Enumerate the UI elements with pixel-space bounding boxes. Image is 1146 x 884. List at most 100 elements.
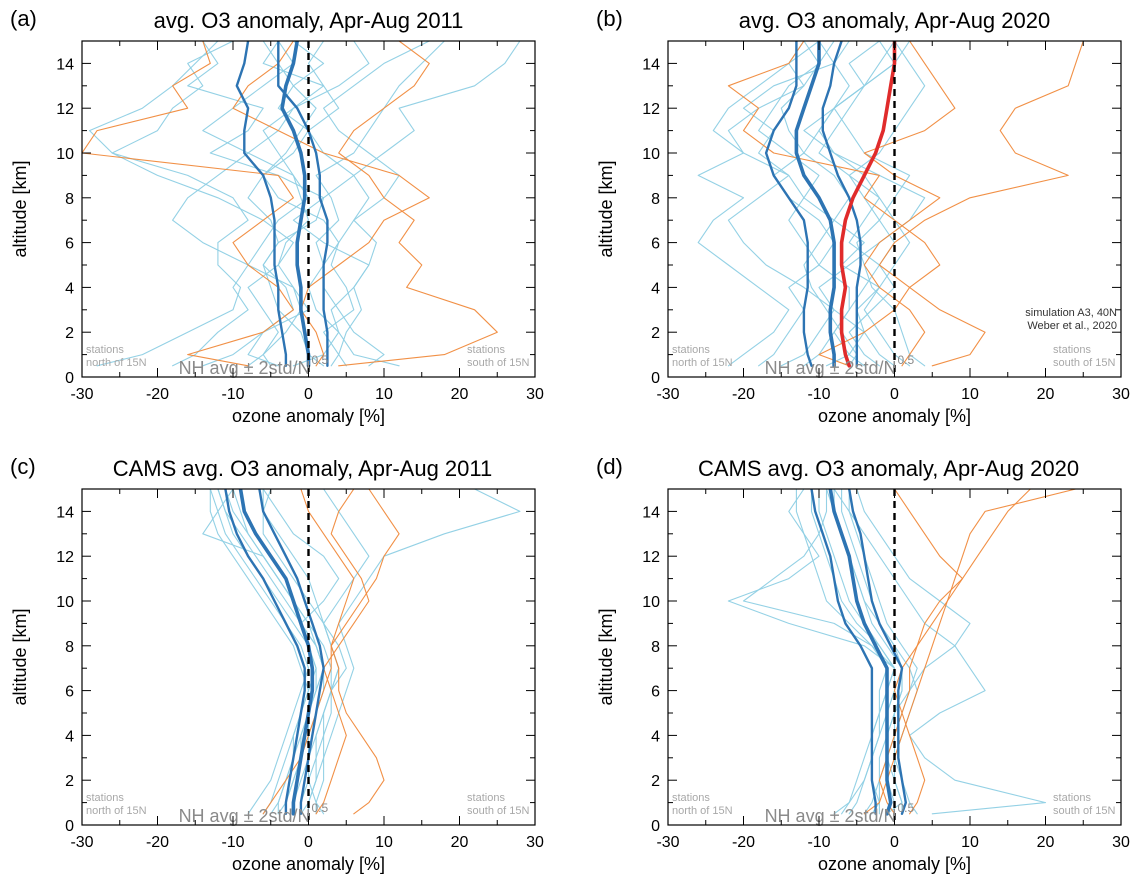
series-line-south-16 <box>727 41 941 367</box>
y-tick-label: 6 <box>651 684 660 701</box>
x-tick-label: 10 <box>961 834 979 851</box>
y-tick-label: 2 <box>651 773 660 790</box>
series-line-north-7 <box>315 41 445 367</box>
y-tick-label: 0 <box>651 818 660 835</box>
series-line-north-12 <box>247 41 340 367</box>
x-tick-label: 30 <box>1112 386 1130 403</box>
y-tick-label: 6 <box>651 236 660 253</box>
x-tick-label: 20 <box>1037 386 1055 403</box>
x-tick-label: 20 <box>451 834 469 851</box>
x-tick-label: 20 <box>1037 834 1055 851</box>
series-lines <box>697 41 1084 368</box>
series-line-north-13 <box>202 489 325 815</box>
annotation-south-1: stations <box>1053 792 1091 804</box>
x-tick-label: 10 <box>375 834 393 851</box>
annotation-simulation-2: Weber et al., 2020 <box>1027 320 1117 332</box>
chart-title: CAMS avg. O3 anomaly, Apr-Aug 2011 <box>113 456 493 481</box>
y-tick-label: 8 <box>65 639 74 656</box>
annotation-south-2: south of 15N <box>1053 357 1115 369</box>
series-line-north-11 <box>262 41 325 367</box>
series-line-nh-avg-0 <box>794 41 836 368</box>
series-line-nh-avg-lower-1 <box>235 41 288 367</box>
annotation-nh-exponent: 0.5 <box>312 353 329 367</box>
y-tick-label: 8 <box>651 639 660 656</box>
series-line-south-15 <box>82 41 294 367</box>
series-line-north-8 <box>232 489 332 815</box>
annotation-nh-exponent: 0.5 <box>898 353 915 367</box>
annotation-south-2: south of 15N <box>467 357 529 369</box>
annotation-nh-average: NH avg ± 2std/N <box>179 358 311 378</box>
annotation-nh-exponent: 0.5 <box>898 801 915 815</box>
panel-label: (d) <box>596 454 623 479</box>
series-line-north-6 <box>277 41 370 367</box>
series-line-north-10 <box>833 489 1047 815</box>
x-tick-label: 10 <box>375 386 393 403</box>
series-line-simulation-3 <box>839 41 897 368</box>
y-tick-label: 4 <box>651 280 660 297</box>
annotation-nh-exponent: 0.5 <box>312 801 329 815</box>
y-tick-label: 8 <box>651 191 660 208</box>
y-axis-label: altitude [km] <box>10 160 30 257</box>
x-axis-label: ozone anomaly [%] <box>818 854 971 874</box>
y-tick-label: 6 <box>65 236 74 253</box>
y-axis-label: altitude [km] <box>596 160 616 257</box>
series-line-south-14 <box>863 489 1077 815</box>
x-tick-label: 10 <box>961 386 979 403</box>
series-line-nh-avg-lower-1 <box>224 489 306 815</box>
series-line-north-12 <box>818 489 896 815</box>
series-line-north-14 <box>172 41 370 367</box>
series-lines <box>82 41 521 368</box>
series-line-nh-avg-upper-2 <box>848 489 907 815</box>
y-tick-label: 14 <box>642 504 660 521</box>
series-line-north-13 <box>818 41 911 367</box>
series-line-nh-avg-0 <box>238 489 315 816</box>
y-tick-label: 12 <box>642 101 660 118</box>
annotation-nh-average: NH avg ± 2std/N <box>765 358 897 378</box>
x-axis-label: ozone anomaly [%] <box>818 406 971 426</box>
y-tick-label: 10 <box>642 146 660 163</box>
series-line-north-9 <box>833 41 926 367</box>
y-tick-label: 6 <box>65 684 74 701</box>
y-tick-label: 8 <box>65 191 74 208</box>
series-line-nh-avg-0 <box>828 489 893 816</box>
y-tick-label: 12 <box>642 549 660 566</box>
series-line-nh-avg-upper-2 <box>258 489 325 815</box>
y-tick-label: 4 <box>65 280 74 297</box>
x-tick-label: 30 <box>526 834 544 851</box>
series-line-nh-avg-lower-1 <box>764 41 813 367</box>
series-line-north-4 <box>96 41 249 367</box>
x-tick-label: -20 <box>146 834 169 851</box>
chart-panel-2: (c) CAMS avg. O3 anomaly, Apr-Aug 2011 sta… <box>10 454 544 874</box>
chart-panel-3: (d) CAMS avg. O3 anomaly, Apr-Aug 2020 sta… <box>596 454 1130 874</box>
annotation-north-2: north of 15N <box>86 805 147 817</box>
series-line-north-12 <box>758 41 850 367</box>
x-tick-label: 0 <box>304 834 313 851</box>
y-tick-label: 12 <box>56 549 74 566</box>
x-tick-label: -30 <box>70 386 93 403</box>
x-tick-label: -10 <box>221 386 244 403</box>
y-tick-label: 0 <box>65 370 74 387</box>
series-line-nh-avg-0 <box>280 41 311 368</box>
x-tick-label: -20 <box>732 386 755 403</box>
x-tick-label: -10 <box>807 386 830 403</box>
x-axis-label: ozone anomaly [%] <box>232 854 385 874</box>
annotation-north-1: stations <box>86 344 124 356</box>
y-tick-label: 2 <box>65 773 74 790</box>
x-tick-label: 30 <box>1112 834 1130 851</box>
series-line-south-17 <box>315 489 370 815</box>
x-tick-label: -30 <box>656 834 679 851</box>
annotation-north-1: stations <box>672 792 710 804</box>
y-tick-label: 10 <box>56 594 74 611</box>
annotation-north-2: north of 15N <box>672 357 733 369</box>
annotation-north-2: north of 15N <box>672 805 733 817</box>
y-tick-label: 2 <box>651 325 660 342</box>
series-line-south-15 <box>878 41 1084 367</box>
y-axis-label: altitude [km] <box>10 608 30 705</box>
series-line-south-16 <box>878 489 1031 815</box>
y-tick-label: 12 <box>56 101 74 118</box>
annotation-south-2: south of 15N <box>1053 805 1115 817</box>
annotation-south-1: stations <box>467 792 505 804</box>
chart-panel-0: (a) avg. O3 anomaly, Apr-Aug 2011 stations… <box>10 6 544 426</box>
annotation-north-1: stations <box>86 792 124 804</box>
chart-panel-1: (b) avg. O3 anomaly, Apr-Aug 2020 stations… <box>596 6 1130 426</box>
